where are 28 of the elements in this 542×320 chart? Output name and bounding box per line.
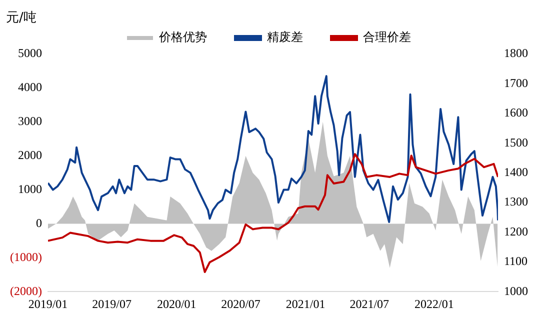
y2-tick-label: 1100 [504,254,528,268]
y2-tick-label: 1300 [504,194,528,209]
legend-label: 合理价差 [363,30,411,44]
x-tick-label: 2020/01 [156,296,196,311]
x-tick-label: 2020/07 [221,296,260,311]
y2-tick-label: 1400 [504,164,528,179]
x-tick-label: 2022/01 [414,296,454,311]
x-tick-label: 2021/07 [350,296,390,311]
y2-tick-label: 1600 [504,106,528,120]
x-tick-label: 2021/01 [286,296,326,311]
y-tick-label: (1000) [10,250,42,264]
y-axis-title: 元/吨 [6,10,36,26]
x-tick-label: 2019/01 [28,296,68,311]
y2-tick-label: 1700 [504,76,528,90]
y-tick-label: 0 [36,216,42,230]
y-tick-label: 1000 [18,182,42,196]
legend-label: 价格优势 [158,30,207,44]
y-tick-label: (2000) [10,284,42,298]
y-tick-label: 2000 [18,148,42,162]
y-tick-label: 4000 [18,80,42,94]
y2-tick-label: 1200 [504,224,528,238]
y-tick-label: 3000 [18,114,42,128]
y2-tick-label: 1000 [504,284,528,298]
y2-tick-label: 1800 [504,46,528,60]
y2-tick-label: 1500 [504,135,528,150]
y-tick-label: 5000 [18,46,42,60]
x-tick-label: 2019/07 [92,296,132,311]
legend-label: 精废差 [267,30,303,44]
